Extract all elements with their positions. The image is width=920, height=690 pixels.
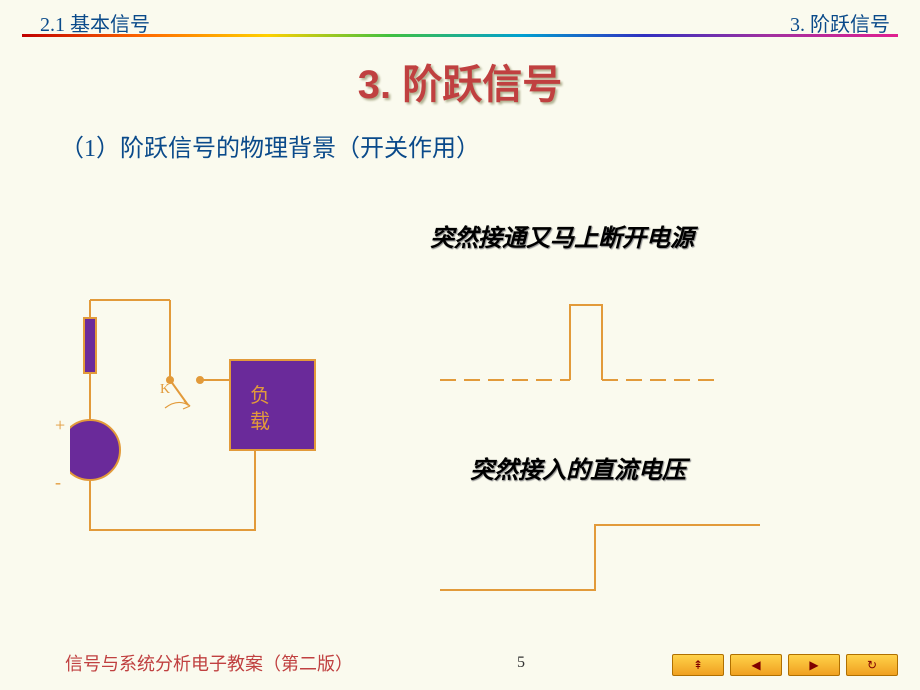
- load-label-line1: 负: [250, 385, 270, 407]
- section-heading: （1）阶跃信号的物理背景（开关作用）: [60, 128, 480, 163]
- terminal-plus: +: [55, 415, 65, 436]
- pulse-waveform: [440, 290, 760, 400]
- step-waveform: [440, 500, 770, 610]
- prev-icon: ◀: [751, 658, 760, 672]
- circuit-diagram: [70, 290, 340, 550]
- next-icon: ▶: [809, 658, 818, 672]
- caption-pulse: 突然接通又马上断开电源: [430, 218, 694, 253]
- nav-prev-button[interactable]: ◀: [730, 654, 782, 676]
- home-icon: ⇞: [693, 658, 703, 672]
- caption-step: 突然接入的直流电压: [470, 450, 686, 485]
- footer-text: 信号与系统分析电子教案（第二版）: [65, 650, 353, 676]
- switch-label: K: [160, 382, 170, 398]
- load-label: 负 载: [250, 383, 270, 435]
- header-divider: [22, 34, 898, 37]
- nav-end-button[interactable]: ↻: [846, 654, 898, 676]
- page-title: 3. 阶跃信号: [0, 52, 920, 110]
- refresh-icon: ↻: [867, 658, 877, 672]
- nav-home-button[interactable]: ⇞: [672, 654, 724, 676]
- page-number: 5: [517, 654, 525, 672]
- breadcrumb-right: 3. 阶跃信号: [790, 8, 890, 37]
- terminal-minus: -: [55, 472, 61, 493]
- load-label-line2: 载: [250, 411, 270, 433]
- nav-button-group: ⇞ ◀ ▶ ↻: [672, 654, 898, 676]
- nav-next-button[interactable]: ▶: [788, 654, 840, 676]
- breadcrumb-left: 2.1 基本信号: [40, 8, 150, 37]
